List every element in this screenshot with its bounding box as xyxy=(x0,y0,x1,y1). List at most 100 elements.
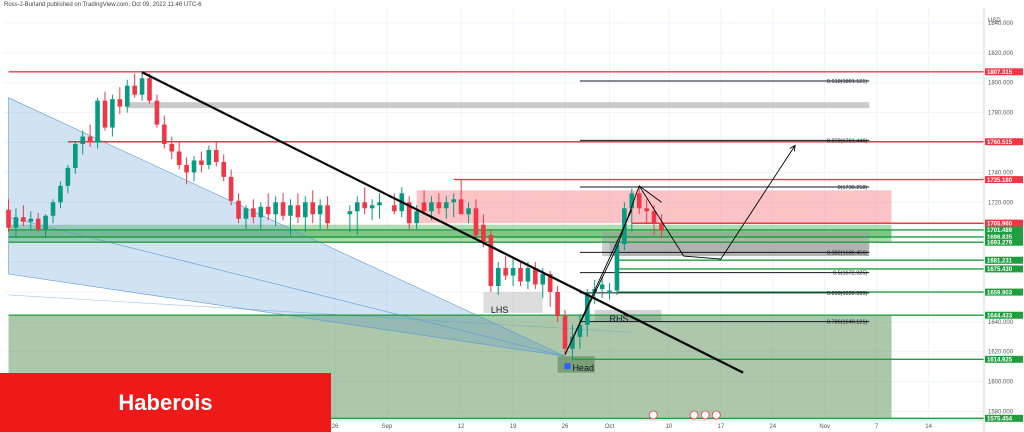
publisher-caption: Ross-J-Burland published on TradingView.… xyxy=(4,2,202,8)
candle-body xyxy=(13,217,19,228)
price-tag-label: 1614.925 xyxy=(987,358,1013,364)
candle-body xyxy=(518,268,523,282)
candle-body xyxy=(354,202,360,212)
y-tick-label: 1720.000 xyxy=(988,200,1014,206)
fib-label: 0(1730.258) xyxy=(838,185,868,191)
fib-label: 0.618(1801.121) xyxy=(827,79,868,85)
candle-body xyxy=(347,211,353,215)
candle-body xyxy=(303,202,308,218)
y-tick-label: 1600.000 xyxy=(988,380,1014,386)
x-tick-label: 14 xyxy=(925,424,932,430)
candle-body xyxy=(28,218,34,222)
candle-body xyxy=(614,244,620,291)
x-tick-label: 26 xyxy=(562,424,569,430)
candle-body xyxy=(273,202,278,215)
currency-label: USD xyxy=(988,18,1001,24)
price-tag-label: 1675.430 xyxy=(987,267,1013,273)
candle-body xyxy=(95,100,100,143)
candle-body xyxy=(258,206,264,218)
price-tag xyxy=(985,355,1023,363)
x-tick-label: Nov xyxy=(819,424,830,430)
candle-body xyxy=(317,205,323,215)
event-flag-icon xyxy=(700,410,710,420)
y-tick-label: 1740.000 xyxy=(988,170,1014,176)
candle-body xyxy=(206,149,212,165)
price-tag-label: 1659.903 xyxy=(987,290,1013,296)
price-tag-label: 1696.835 xyxy=(987,235,1013,241)
candle-body xyxy=(406,202,412,224)
candle-body xyxy=(87,136,93,143)
price-tag-label: 1644.433 xyxy=(987,313,1013,319)
x-tick-label: Sep xyxy=(382,424,393,430)
price-tag xyxy=(985,176,1023,184)
price-tag xyxy=(985,219,1023,227)
price-tag xyxy=(985,265,1023,273)
price-tag xyxy=(985,311,1023,319)
candle-body xyxy=(162,124,167,145)
price-tag-label: 1735.180 xyxy=(987,178,1013,184)
candle-body xyxy=(58,185,63,203)
wedge-line xyxy=(8,294,632,333)
zone-neutral xyxy=(127,102,870,109)
x-tick-label: 17 xyxy=(717,424,724,430)
candle-body xyxy=(533,268,538,285)
y-tick-label: 1820.000 xyxy=(988,51,1014,57)
candle-body xyxy=(436,202,442,209)
candle-body xyxy=(102,100,108,128)
candle-body xyxy=(503,268,508,276)
x-tick-label: 19 xyxy=(510,424,517,430)
candle-body xyxy=(265,206,271,215)
projection-arrowhead xyxy=(789,144,796,152)
x-tick-label: 7 xyxy=(875,424,879,430)
candle-body xyxy=(451,199,457,203)
candle-body xyxy=(525,268,531,282)
price-tag-label: 1807.315 xyxy=(987,70,1013,76)
candle-body xyxy=(154,100,160,125)
candle-body xyxy=(636,193,642,209)
zone-lhs_box xyxy=(483,291,543,313)
candle-body xyxy=(132,85,137,95)
projection-path xyxy=(564,145,796,355)
candle-body xyxy=(43,215,48,230)
event-flag-icon xyxy=(711,410,721,420)
candle-body xyxy=(280,202,286,216)
price-tag-label: 1705.960 xyxy=(987,221,1013,227)
candle-body xyxy=(644,208,649,212)
candle-body xyxy=(577,324,583,337)
y-tick-label: 1780.000 xyxy=(988,111,1014,117)
candle-body xyxy=(243,208,249,219)
candle-body xyxy=(176,151,182,165)
candle-body xyxy=(228,176,234,201)
pattern-label: RHS xyxy=(610,314,629,324)
candle-body xyxy=(607,290,612,292)
x-tick-label: Oct xyxy=(605,424,615,430)
candle-body xyxy=(651,211,657,224)
price-tag-label: 1760.515 xyxy=(987,140,1013,146)
y-tick-label: 1840.000 xyxy=(988,21,1014,27)
candle-body xyxy=(251,208,256,218)
price-tag xyxy=(985,288,1023,296)
candle-body xyxy=(213,149,219,162)
candle-body xyxy=(392,205,397,212)
candle-body xyxy=(325,205,330,224)
price-tag-label: 1575.454 xyxy=(987,417,1013,423)
candle-body xyxy=(191,160,197,173)
marker-icon xyxy=(564,363,571,370)
candle-body xyxy=(414,211,419,224)
candle-body xyxy=(6,209,11,228)
pattern-label: LHS xyxy=(491,305,509,315)
candle-body xyxy=(110,99,115,128)
fib-label: 0.382(1686.456) xyxy=(827,250,868,256)
fib-label: 0.272(1761.446) xyxy=(827,138,868,144)
price-tag-label: 1701.489 xyxy=(987,228,1013,234)
price-tag xyxy=(985,414,1023,422)
price-tag xyxy=(985,226,1023,234)
candle-body xyxy=(629,193,635,209)
zone-support xyxy=(8,230,892,239)
candle-body xyxy=(547,274,553,292)
x-tick-label: 12 xyxy=(458,424,465,430)
candle-body xyxy=(124,85,130,107)
candle-body xyxy=(421,202,427,212)
main-trendline xyxy=(141,71,744,374)
